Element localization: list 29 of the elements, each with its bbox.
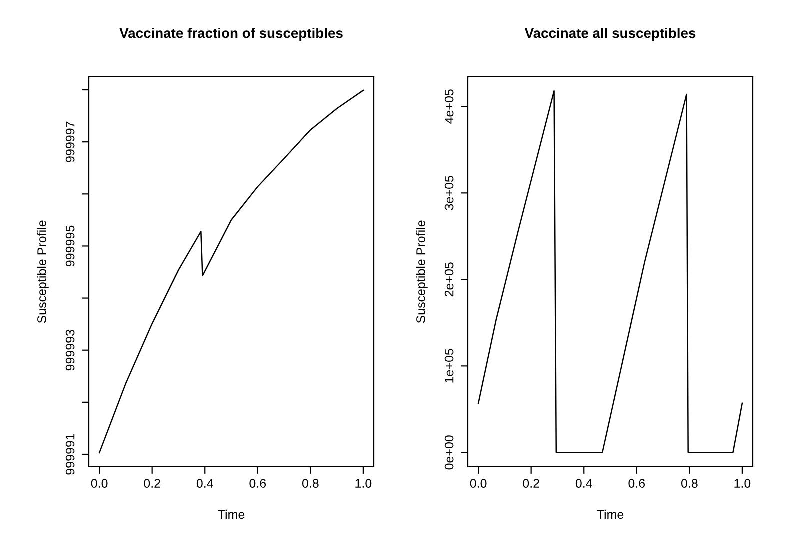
y-tick-label: 999991	[66, 434, 75, 475]
y-tick-label: 3e+05	[444, 176, 454, 210]
y-tick-label: 999997	[66, 122, 75, 162]
x-tick-label: 0.8	[302, 479, 319, 488]
x-axis-title: Time	[597, 510, 624, 520]
y-tick-label: 1e+05	[444, 349, 454, 383]
y-axis-title: Susceptible Profile	[37, 220, 49, 324]
chart-title: Vaccinate all susceptibles	[524, 28, 696, 41]
line-series	[98, 90, 364, 454]
line-series	[478, 90, 744, 454]
x-tick-label: 0.6	[250, 479, 266, 488]
x-tick-label: 0.4	[576, 479, 592, 488]
x-tick-label: 0.6	[628, 479, 646, 488]
x-axis-title: Time	[218, 510, 245, 520]
x-tick-label: 1.0	[734, 479, 751, 488]
y-tick-label: 0e+00	[444, 436, 454, 470]
x-tick-label: 0.2	[144, 479, 160, 488]
x-tick-label: 1.0	[356, 479, 372, 488]
y-tick-label: 999993	[66, 330, 75, 371]
x-tick-label: 0.8	[681, 479, 698, 488]
y-tick-label: 2e+05	[444, 262, 454, 297]
x-tick-label: 0.0	[470, 479, 487, 488]
y-axis-title: Susceptible Profile	[416, 220, 428, 324]
x-tick-label: 0.0	[91, 479, 108, 488]
y-tick-label: 4e+05	[444, 90, 454, 124]
chart-title: Vaccinate fraction of susceptibles	[120, 28, 343, 41]
x-tick-label: 0.4	[196, 479, 214, 488]
y-tick-label: 999995	[66, 226, 75, 266]
x-tick-label: 0.2	[523, 479, 540, 488]
